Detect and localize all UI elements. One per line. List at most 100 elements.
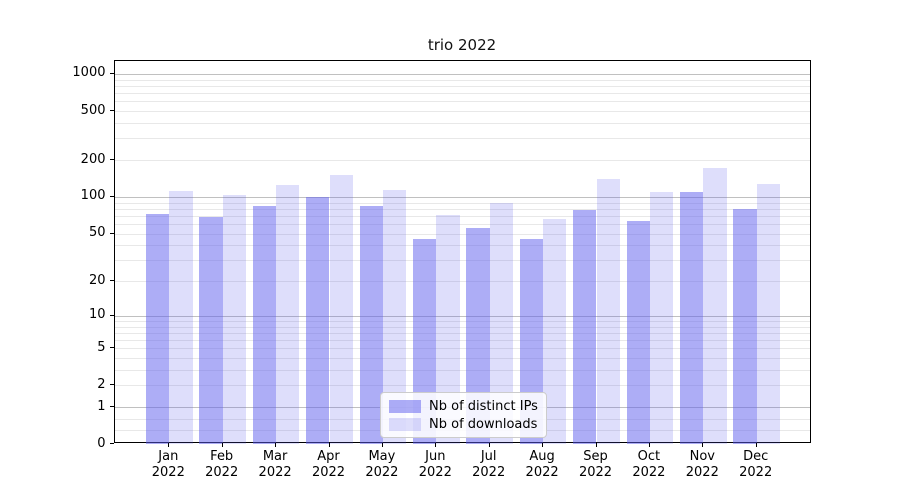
x-tick-year: 2022 <box>578 465 613 481</box>
y-gridline-minor <box>114 370 810 371</box>
x-tick-month: Dec <box>743 449 769 465</box>
bar-aug-downloads <box>543 218 567 445</box>
x-tick-month: Nov <box>689 449 715 465</box>
y-gridline-minor <box>114 85 810 87</box>
y-gridline-minor <box>114 281 810 283</box>
x-tick-month: May <box>368 449 396 465</box>
x-tick-label-may: May 2022 <box>352 449 412 481</box>
x-tick-mark <box>221 443 223 448</box>
y-gridline-minor <box>114 348 810 350</box>
y-gridline-minor <box>114 223 810 225</box>
y-gridline-major <box>114 73 810 75</box>
y-tick-mark <box>109 280 114 282</box>
x-tick-year: 2022 <box>258 465 292 481</box>
bar-jul-distinct-ips <box>466 227 490 445</box>
y-gridline-minor <box>114 326 810 328</box>
legend-swatch <box>389 399 421 413</box>
legend-label: Nb of downloads <box>429 416 538 432</box>
bar-dec-downloads <box>756 184 780 445</box>
y-gridline-minor <box>114 138 810 140</box>
y-gridline-minor <box>114 160 810 161</box>
x-tick-mark <box>542 443 544 448</box>
x-tick-month: Apr <box>317 449 340 465</box>
x-tick-month: Aug <box>529 449 555 465</box>
x-tick-label-feb: Feb 2022 <box>192 449 252 481</box>
y-tick-mark <box>109 314 114 316</box>
x-tick-mark <box>488 443 490 448</box>
y-gridline-minor <box>114 320 810 322</box>
x-tick-mark <box>168 443 170 448</box>
legend-item: Nb of distinct IPs <box>389 399 538 414</box>
x-tick-month: Jul <box>480 449 497 465</box>
y-gridline-minor <box>114 122 810 124</box>
x-tick-year: 2022 <box>205 465 239 481</box>
bar-apr-downloads <box>329 175 353 445</box>
x-tick-year: 2022 <box>525 465 559 481</box>
bar-jun-downloads <box>436 215 460 445</box>
y-tick-label: 5 <box>97 339 106 355</box>
y-gridline-minor <box>114 202 810 204</box>
y-tick-label: 1000 <box>72 65 106 81</box>
bar-nov-distinct-ips <box>680 191 704 445</box>
x-tick-year: 2022 <box>311 465 346 481</box>
y-tick-label: 50 <box>88 225 106 240</box>
bar-sep-distinct-ips <box>573 210 597 445</box>
bar-oct-downloads <box>649 191 674 445</box>
legend-item: Nb of downloads <box>389 417 538 432</box>
bar-mar-distinct-ips <box>252 205 277 445</box>
x-tick-year: 2022 <box>632 465 666 481</box>
x-tick-label-jul: Jul 2022 <box>459 449 519 481</box>
y-gridline-major <box>114 196 810 198</box>
plot-area <box>113 59 811 445</box>
bar-may-distinct-ips <box>359 206 383 445</box>
y-gridline-minor <box>114 101 810 103</box>
y-gridline-minor <box>114 332 810 334</box>
y-tick-mark <box>109 72 114 74</box>
x-tick-label-oct: Oct 2022 <box>619 449 679 481</box>
y-gridline-minor <box>114 245 810 247</box>
bar-mar-downloads <box>276 184 300 445</box>
y-gridline-minor <box>114 215 810 217</box>
y-tick-mark <box>109 195 114 197</box>
bar-dec-distinct-ips <box>733 209 757 445</box>
y-tick-mark <box>109 406 114 408</box>
y-gridline-major <box>114 315 810 317</box>
x-tick-label-mar: Mar 2022 <box>245 449 305 481</box>
y-gridline-minor <box>114 233 810 235</box>
x-tick-mark <box>702 443 704 448</box>
bar-feb-downloads <box>222 195 246 445</box>
chart-title: trio 2022 <box>427 36 497 54</box>
x-tick-mark <box>648 443 650 448</box>
x-tick-label-dec: Dec 2022 <box>726 449 786 481</box>
y-tick-mark <box>109 232 114 234</box>
x-tick-mark <box>435 443 437 448</box>
y-tick-mark <box>109 443 114 445</box>
legend-label: Nb of distinct IPs <box>429 398 538 414</box>
y-gridline-minor <box>114 111 810 112</box>
x-tick-label-jun: Jun 2022 <box>405 449 465 481</box>
x-tick-label-aug: Aug 2022 <box>512 449 572 481</box>
x-tick-mark <box>755 443 757 448</box>
bar-sep-downloads <box>596 179 620 445</box>
legend-swatch <box>389 417 421 431</box>
y-gridline-minor <box>114 260 810 262</box>
x-tick-year: 2022 <box>151 465 185 481</box>
y-tick-mark <box>109 384 114 386</box>
x-tick-label-nov: Nov 2022 <box>672 449 732 481</box>
bar-nov-downloads <box>703 168 727 445</box>
bar-apr-distinct-ips <box>306 197 330 445</box>
x-tick-mark <box>328 443 330 448</box>
x-tick-year: 2022 <box>685 465 719 481</box>
y-tick-label: 200 <box>80 151 106 167</box>
bar-oct-distinct-ips <box>626 220 650 445</box>
x-tick-mark <box>595 443 597 448</box>
x-tick-label-sep: Sep 2022 <box>566 449 626 481</box>
bar-jul-downloads <box>489 202 513 445</box>
x-tick-month: Jan <box>158 449 179 465</box>
x-tick-label-apr: Apr 2022 <box>299 449 359 481</box>
y-tick-label: 10 <box>88 307 106 323</box>
y-tick-label: 2 <box>97 376 106 392</box>
y-tick-mark <box>109 159 114 160</box>
y-tick-label: 1 <box>97 398 106 414</box>
